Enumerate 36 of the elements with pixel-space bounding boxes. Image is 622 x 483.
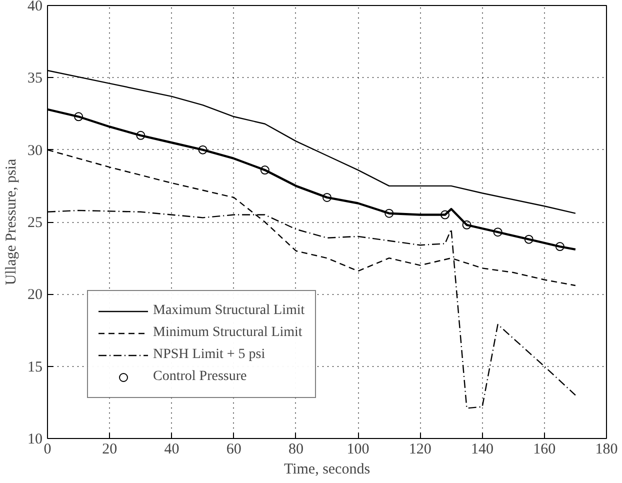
x-tick-label: 40 xyxy=(164,442,180,458)
point xyxy=(74,112,84,122)
x-tick-label: 140 xyxy=(471,442,494,458)
y-tick-label: 35 xyxy=(28,70,42,87)
y-tick-label: 25 xyxy=(28,215,42,231)
y-tick-label: 30 xyxy=(28,142,42,159)
y-tick-label: 15 xyxy=(28,359,42,376)
legend-label: NPSH Limit + 5 psi xyxy=(153,347,266,363)
x-tick-label: 160 xyxy=(533,442,556,458)
point xyxy=(524,234,534,244)
line-series xyxy=(48,108,577,251)
point xyxy=(555,242,564,252)
y-tick-label: 10 xyxy=(28,432,42,448)
point xyxy=(198,145,208,154)
x-tick-label: 0 xyxy=(44,442,52,458)
legend-label: Maximum Structural Limit xyxy=(153,303,305,319)
x-tick-label: 60 xyxy=(226,442,242,458)
x-tick-label: 120 xyxy=(408,442,432,458)
y-tick-label: 40 xyxy=(28,0,42,14)
point xyxy=(384,208,394,218)
x-tick-label: 20 xyxy=(102,442,118,458)
point xyxy=(440,210,450,220)
point xyxy=(322,192,332,202)
x-axis-title: Time, seconds xyxy=(284,462,370,478)
point xyxy=(260,166,270,175)
legend-label: Minimum Structural Limit xyxy=(153,325,302,341)
y-axis-title: Ullage Pressure, psia xyxy=(4,158,20,286)
legend-label: Control Pressure xyxy=(153,369,247,385)
point xyxy=(493,228,502,237)
point xyxy=(136,130,146,140)
x-tick-label: 100 xyxy=(346,442,370,458)
y-tick-label: 20 xyxy=(28,287,42,304)
line-series xyxy=(48,70,576,214)
point xyxy=(462,220,472,230)
x-tick-label: 80 xyxy=(288,442,304,458)
x-tick-label: 180 xyxy=(595,442,618,458)
